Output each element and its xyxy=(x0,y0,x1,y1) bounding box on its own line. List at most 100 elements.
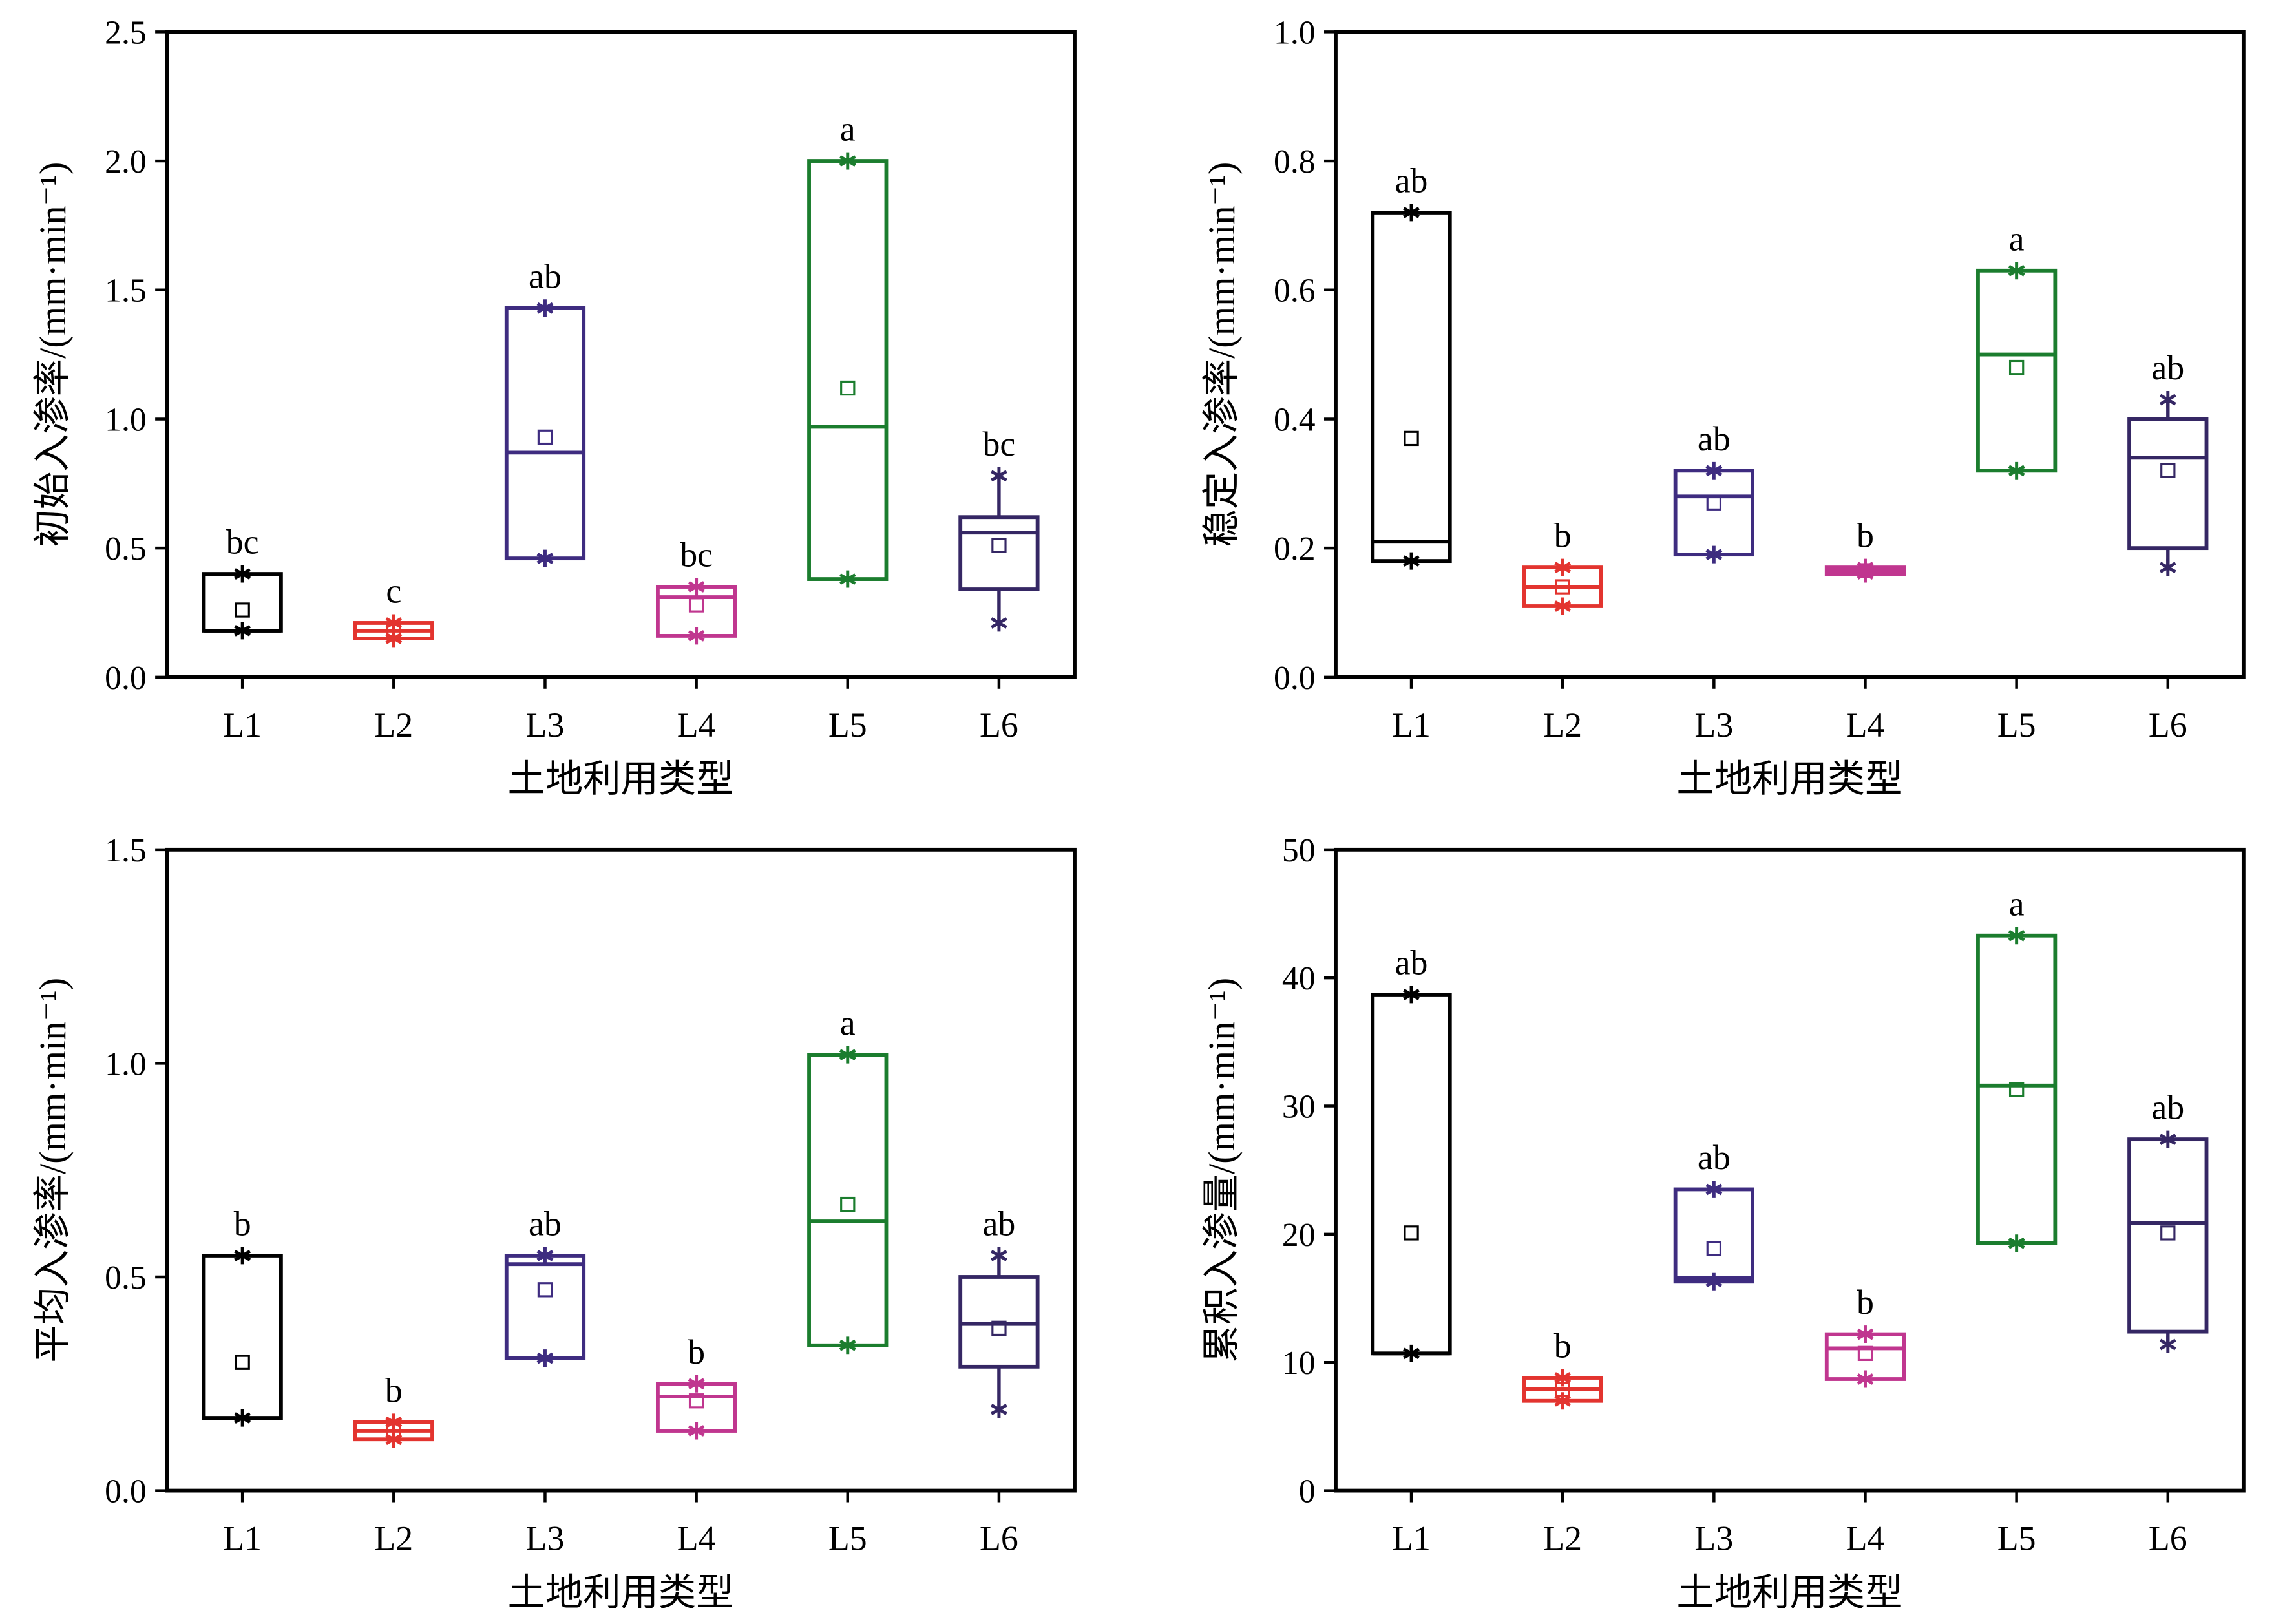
significance-label: b xyxy=(688,1333,705,1371)
x-axis-title: 土地利用类型 xyxy=(1676,1572,1902,1614)
y-tick-label: 0.5 xyxy=(105,1260,147,1296)
min-marker xyxy=(991,1400,1007,1418)
y-tick-label: 0.4 xyxy=(1274,401,1316,438)
min-marker xyxy=(1403,552,1420,570)
y-axis-title: 平均入渗率/(mm·min⁻¹) xyxy=(32,978,74,1363)
y-tick-label: 0.0 xyxy=(105,1473,147,1510)
mean-marker xyxy=(537,429,553,445)
min-marker xyxy=(1705,1272,1723,1291)
plot-frame xyxy=(165,30,1077,679)
min-marker xyxy=(234,1409,251,1427)
box-l2: c xyxy=(353,572,434,648)
significance-label: b xyxy=(234,1205,251,1243)
y-tick-label: 2.0 xyxy=(105,143,147,180)
max-marker xyxy=(1857,1325,1874,1344)
box-l6: ab xyxy=(2127,1088,2209,1353)
box-l6: bc xyxy=(958,425,1040,632)
y-tick-label: 0.8 xyxy=(1274,143,1316,180)
chart-panel-cumulative-infiltration: 0 10 20 30 40 50 L1 L2 L3 L4 L5 L6 土地利用类型 累积入渗量/(mm·m… xyxy=(1201,832,2246,1614)
box-l5: a xyxy=(807,110,889,588)
x-axis-title: 土地利用类型 xyxy=(508,758,734,800)
y-tick-label: 30 xyxy=(1282,1088,1316,1125)
significance-label: bc xyxy=(226,523,259,562)
box-body xyxy=(504,1254,586,1360)
y-axis-title: 稳定入渗率/(mm·min⁻¹) xyxy=(1201,162,1243,547)
x-axis-title: 土地利用类型 xyxy=(1676,758,1902,800)
mean-marker xyxy=(235,1355,250,1370)
box-l3: ab xyxy=(1673,1138,1754,1291)
box-body xyxy=(1976,268,2058,473)
x-tick-label: L1 xyxy=(223,706,262,744)
min-marker xyxy=(991,614,1007,632)
mean-marker xyxy=(1404,1225,1419,1241)
significance-label: ab xyxy=(983,1205,1016,1243)
min-marker xyxy=(234,622,251,640)
y-tick-label: 0.6 xyxy=(1274,273,1316,310)
mean-marker xyxy=(1857,1345,1873,1362)
box-l6: ab xyxy=(958,1205,1040,1418)
significance-label: b xyxy=(385,1371,403,1409)
chart-panel-average-infiltration-rate: 0.0 0.5 1.0 1.5 L1 L2 L3 L4 L5 L6 土地利用类型 平均入渗率/(mm·… xyxy=(32,832,1077,1614)
max-marker xyxy=(839,152,856,170)
y-tick-label: 20 xyxy=(1282,1217,1316,1254)
significance-label: a xyxy=(840,110,856,149)
min-marker xyxy=(839,570,856,588)
x-tick-label: L6 xyxy=(980,706,1018,744)
significance-label: ab xyxy=(1698,419,1731,458)
box-body xyxy=(958,515,1040,591)
mean-marker xyxy=(688,597,704,613)
max-marker xyxy=(688,578,705,596)
y-axis-title: 初始入渗率/(mm·min⁻¹) xyxy=(32,162,74,547)
max-marker xyxy=(234,1247,251,1265)
y-tick-label: 1.5 xyxy=(105,273,147,310)
significance-label: b xyxy=(1857,516,1874,555)
chart-panel-initial-infiltration-rate: 0.0 0.5 1.0 1.5 2.0 2.5 L1 L2 L3 L4 L5 L6 土地利用类型 初始入渗… xyxy=(32,14,1077,800)
mean-marker xyxy=(991,538,1007,553)
mean-marker xyxy=(235,602,250,618)
y-tick-label: 0 xyxy=(1299,1473,1316,1510)
min-marker xyxy=(1554,1392,1572,1410)
y-tick-label: 0.5 xyxy=(105,531,147,567)
x-tick-label: L2 xyxy=(374,1519,413,1558)
significance-label: ab xyxy=(2151,1088,2184,1127)
y-axis-title: 累积入渗量/(mm·min⁻¹) xyxy=(1201,978,1243,1363)
significance-label: ab xyxy=(1698,1138,1731,1177)
x-tick-label: L1 xyxy=(223,1519,262,1558)
box-body xyxy=(1371,211,1452,564)
min-marker xyxy=(1554,597,1572,615)
mean-marker xyxy=(2160,1225,2176,1241)
box-l2: b xyxy=(1522,1327,1603,1410)
significance-label: bc xyxy=(983,425,1016,463)
box-l5: a xyxy=(807,1004,889,1355)
box-l3: ab xyxy=(504,1205,586,1367)
box-l4: b xyxy=(655,1333,737,1440)
x-tick-label: L3 xyxy=(526,1519,565,1558)
box-l2: b xyxy=(353,1371,434,1448)
max-marker xyxy=(688,1375,705,1393)
min-marker xyxy=(1403,1344,1420,1362)
box-l5: a xyxy=(1976,219,2058,480)
max-marker xyxy=(1403,986,1420,1004)
x-tick-label: L2 xyxy=(1543,1519,1582,1558)
box-body xyxy=(807,1053,889,1347)
min-marker xyxy=(536,549,554,567)
min-marker xyxy=(2159,1335,2176,1353)
box-body xyxy=(1673,1187,1754,1284)
max-marker xyxy=(2008,927,2025,945)
max-marker xyxy=(2008,262,2025,280)
mean-marker xyxy=(1404,430,1419,447)
box-l5: a xyxy=(1976,884,2058,1252)
mean-marker xyxy=(840,1196,856,1212)
min-marker xyxy=(536,1349,554,1367)
mean-marker xyxy=(1555,579,1570,595)
y-tick-label: 1.0 xyxy=(1274,14,1316,51)
box-l2: b xyxy=(1522,516,1603,615)
mean-marker xyxy=(2008,1082,2025,1097)
max-marker xyxy=(385,614,403,632)
max-marker xyxy=(1554,558,1572,576)
mean-marker xyxy=(2160,463,2176,478)
mean-marker xyxy=(1706,495,1722,511)
box-l1: ab xyxy=(1371,944,1452,1362)
min-marker xyxy=(688,627,705,645)
